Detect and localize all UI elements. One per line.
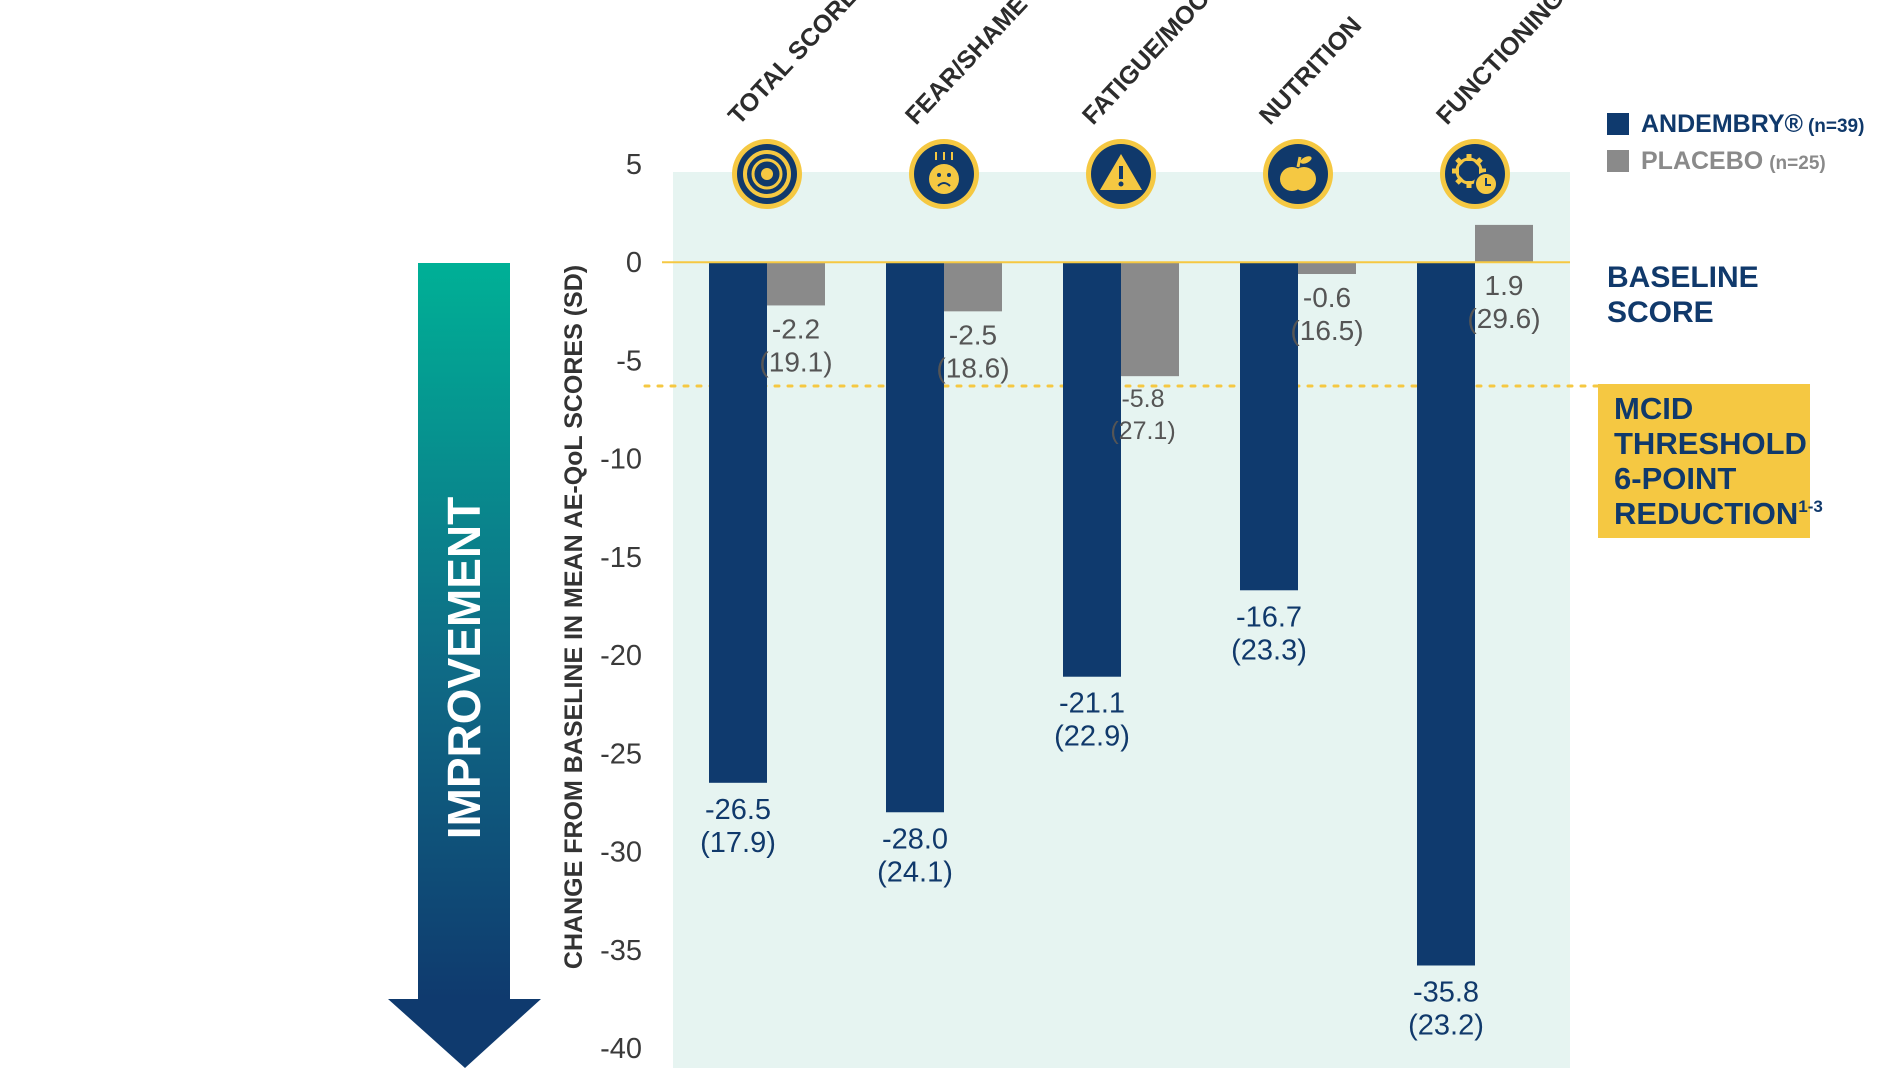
y-ticks: 5 0 -5 -10 -15 -20 -25 -30 -35 -40 — [600, 149, 642, 1065]
legend-name-placebo: PLACEBO — [1641, 147, 1763, 175]
baseline-label-line-1: BASELINE — [1607, 261, 1759, 294]
baseline-label-line-2: SCORE — [1607, 296, 1714, 329]
y-tick-label: -35 — [600, 935, 642, 967]
bar-label-placebo-value: -2.5 — [949, 319, 997, 350]
bar-label-andembry-value: -28.0 — [882, 823, 948, 855]
bar-label-placebo-value: -2.2 — [772, 313, 820, 344]
bar-andembry — [1417, 262, 1475, 966]
y-tick-label: 5 — [626, 149, 642, 181]
y-tick-label: 0 — [626, 247, 642, 279]
y-tick-label: -15 — [600, 542, 642, 574]
legend-name-andembry: ANDEMBRY® — [1641, 110, 1804, 138]
legend-swatch-placebo — [1607, 150, 1629, 172]
category-label: FEAR/SHAME — [900, 0, 1033, 130]
bar-label-placebo-sd: (29.6) — [1467, 303, 1540, 334]
category-labels: TOTAL SCORE FEAR/SHAME FATIGUE/MOOD NUTRITI… — [723, 0, 1570, 130]
bar-label-placebo-value: -5.8 — [1121, 385, 1164, 413]
category-label: NUTRITION — [1254, 11, 1367, 130]
bar-label-placebo-sd: (27.1) — [1110, 417, 1175, 445]
bar-placebo — [767, 262, 825, 306]
bar-label-placebo-sd: (16.5) — [1290, 315, 1363, 346]
bar-label-placebo-value: 1.9 — [1485, 270, 1524, 301]
y-tick-label: -40 — [600, 1033, 642, 1065]
y-tick-label: -30 — [600, 837, 642, 869]
bar-label-andembry-sd: (22.9) — [1054, 721, 1130, 753]
bar-label-andembry-sd: (17.9) — [700, 827, 776, 859]
legend-n-placebo: (n=25) — [1769, 153, 1826, 174]
mcid-label-line-4-text: REDUCTION — [1614, 496, 1798, 531]
baseline-score-label: BASELINE SCORE — [1607, 261, 1759, 329]
category-icons — [732, 139, 1510, 209]
bar-label-andembry-value: -35.8 — [1413, 976, 1479, 1008]
mcid-label-line-1: MCID — [1614, 391, 1693, 426]
bar-andembry — [709, 262, 767, 783]
bar-placebo — [944, 262, 1002, 312]
mcid-label-line-4: REDUCTION1-3 — [1614, 496, 1823, 531]
legend-label-andembry: ANDEMBRY® (n=39) — [1641, 110, 1864, 138]
category-label: FATIGUE/MOOD — [1077, 0, 1228, 130]
sad-face-icon — [909, 139, 979, 209]
bar-placebo — [1121, 262, 1179, 377]
bar-value-labels: -26.5(17.9) -2.2(19.1) -28.0(24.1) -2.5(18.… — [700, 270, 1540, 1041]
bar-label-placebo-value: -0.6 — [1303, 282, 1351, 313]
mcid-reference-superscript: 1-3 — [1798, 497, 1823, 516]
bar-label-andembry-sd: (23.2) — [1408, 1009, 1484, 1041]
apple-icon — [1263, 139, 1333, 209]
bar-placebo — [1475, 224, 1533, 263]
improvement-arrow: IMPROVEMENT — [388, 263, 541, 1068]
improvement-label: IMPROVEMENT — [438, 497, 490, 839]
gear-clock-icon — [1440, 139, 1510, 209]
target-icon — [732, 139, 802, 209]
bars — [709, 224, 1533, 966]
y-tick-label: -10 — [600, 444, 642, 476]
y-tick-label: -25 — [600, 738, 642, 770]
legend-label-placebo: PLACEBO (n=25) — [1641, 147, 1826, 175]
icon-badge-disc — [1445, 144, 1505, 204]
mcid-label-line-2: THRESHOLD — [1614, 426, 1807, 461]
mcid-threshold-box: MCID THRESHOLD 6-POINT REDUCTION1-3 — [1598, 384, 1823, 538]
legend-n-andembry: (n=39) — [1808, 116, 1865, 137]
bar-andembry — [1063, 262, 1121, 677]
y-tick-label: -5 — [616, 345, 642, 377]
bar-label-andembry-sd: (23.3) — [1231, 634, 1307, 666]
bar-label-andembry-value: -26.5 — [705, 794, 771, 826]
y-axis-label: CHANGE FROM BASELINE IN MEAN AE-QoL SCOR… — [560, 265, 588, 969]
y-tick-label: -20 — [600, 640, 642, 672]
bar-label-andembry-value: -21.1 — [1059, 688, 1125, 720]
bar-label-placebo-sd: (19.1) — [759, 346, 832, 377]
legend-swatch-andembry — [1607, 113, 1629, 135]
bar-placebo — [1298, 262, 1356, 275]
mcid-box-background — [1598, 384, 1810, 538]
category-label: TOTAL SCORE — [723, 0, 864, 130]
bar-andembry — [1240, 262, 1298, 591]
warning-icon — [1086, 139, 1156, 209]
category-label: FUNCTIONING — [1431, 0, 1570, 130]
mcid-label-line-3: 6-POINT — [1614, 461, 1736, 496]
legend: ANDEMBRY® (n=39) PLACEBO (n=25) — [1607, 110, 1864, 175]
bar-label-andembry-sd: (24.1) — [877, 856, 953, 888]
bar-label-andembry-value: -16.7 — [1236, 601, 1302, 633]
bar-label-placebo-sd: (18.6) — [936, 352, 1009, 383]
bar-andembry — [886, 262, 944, 813]
